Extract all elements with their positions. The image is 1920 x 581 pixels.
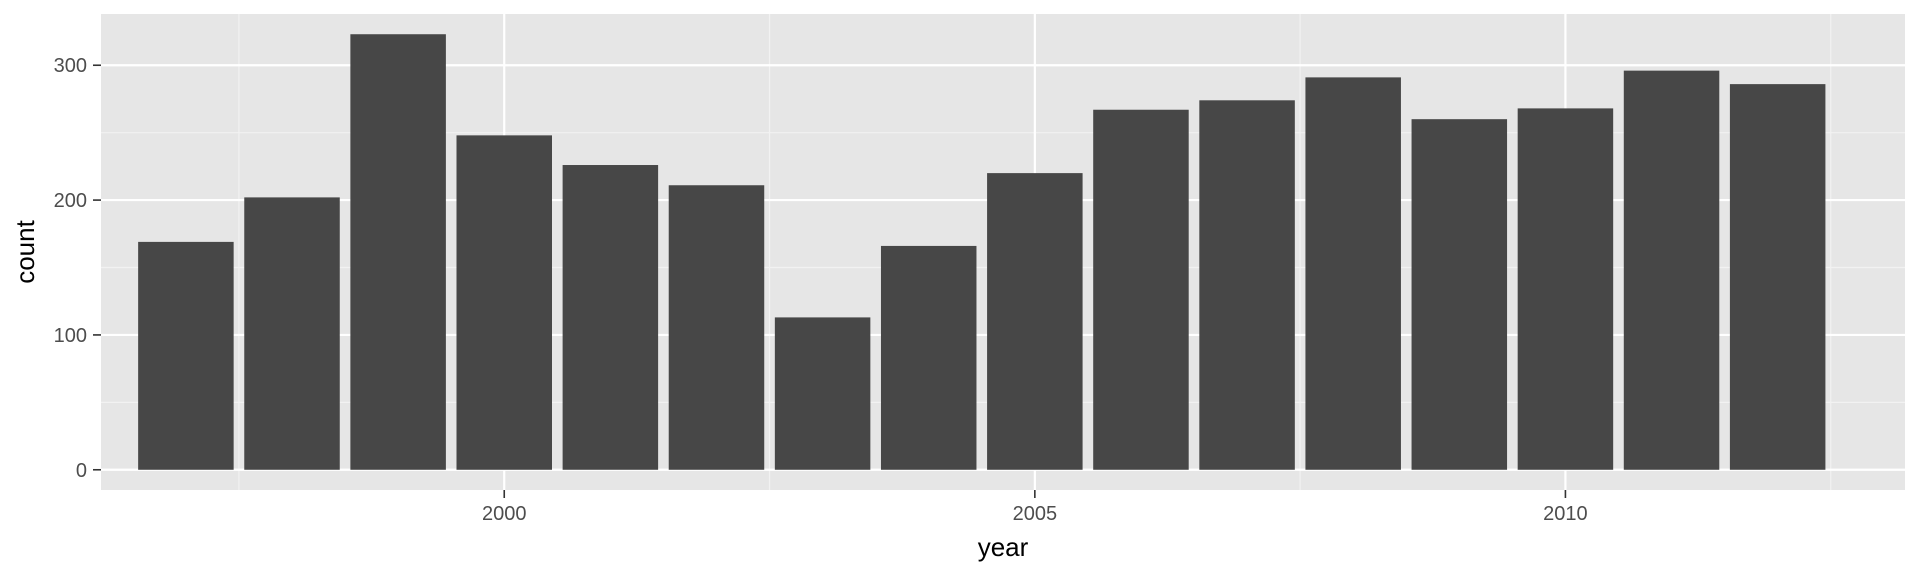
bar-2003 — [774, 317, 871, 470]
bar-2009 — [1411, 119, 1508, 470]
bar-2002 — [668, 185, 765, 470]
bar-2001 — [562, 165, 659, 470]
y-tick-label: 300 — [54, 55, 87, 77]
y-tick-label: 200 — [54, 190, 87, 212]
bar-1998 — [244, 197, 340, 470]
x-axis-title: year — [978, 532, 1029, 562]
x-tick-label: 2005 — [1013, 503, 1058, 525]
bar-1999 — [350, 34, 446, 470]
y-axis-title: count — [10, 219, 40, 283]
y-tick-label: 0 — [76, 460, 87, 482]
bar-1997 — [138, 241, 234, 470]
y-axis-ticks: 0 100 200 300 — [54, 55, 101, 482]
bar-2008 — [1305, 77, 1401, 470]
bar-2004 — [880, 245, 977, 470]
bar-2010 — [1517, 108, 1614, 470]
bar-2000 — [456, 135, 552, 470]
bar-2011 — [1623, 70, 1720, 470]
bar-2005 — [987, 173, 1083, 470]
x-tick-label: 2000 — [482, 503, 527, 525]
bar-2007 — [1199, 100, 1295, 470]
x-axis-ticks: 2000 2005 2010 — [482, 490, 1588, 525]
bar-series — [138, 34, 1826, 470]
bar-2006 — [1093, 109, 1189, 470]
y-tick-label: 100 — [54, 325, 87, 347]
bar-2012 — [1729, 84, 1826, 470]
x-tick-label: 2010 — [1543, 503, 1588, 525]
